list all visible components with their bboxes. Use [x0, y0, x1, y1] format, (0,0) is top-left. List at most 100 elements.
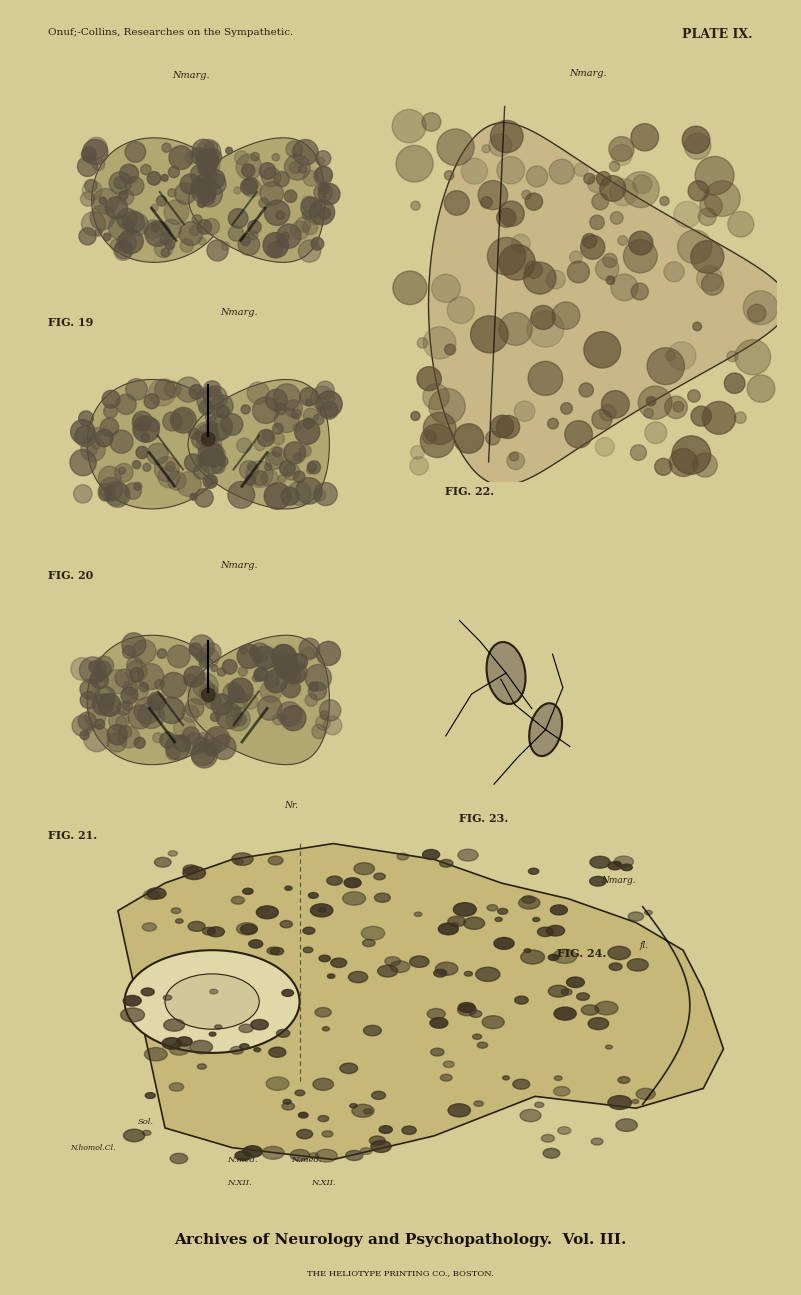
Circle shape	[647, 347, 685, 385]
Circle shape	[205, 381, 221, 396]
Circle shape	[577, 993, 590, 1000]
Circle shape	[411, 445, 425, 460]
Circle shape	[526, 166, 548, 186]
Circle shape	[281, 232, 289, 240]
Circle shape	[215, 702, 242, 729]
Circle shape	[114, 241, 133, 260]
Circle shape	[116, 233, 136, 253]
Circle shape	[665, 351, 675, 360]
Ellipse shape	[529, 703, 562, 756]
Circle shape	[550, 905, 567, 914]
Circle shape	[159, 697, 185, 724]
Circle shape	[307, 467, 314, 474]
Circle shape	[99, 466, 121, 490]
Circle shape	[147, 693, 165, 710]
Polygon shape	[91, 137, 227, 263]
Circle shape	[301, 197, 322, 218]
Circle shape	[91, 672, 108, 689]
Circle shape	[276, 238, 284, 247]
Circle shape	[311, 386, 335, 411]
Circle shape	[498, 201, 525, 227]
Circle shape	[149, 694, 164, 710]
Circle shape	[268, 856, 283, 865]
Circle shape	[630, 444, 646, 461]
Circle shape	[143, 422, 151, 431]
Circle shape	[618, 1076, 630, 1084]
Circle shape	[305, 664, 332, 690]
Circle shape	[682, 126, 710, 154]
Circle shape	[282, 989, 293, 996]
Circle shape	[670, 448, 698, 477]
Circle shape	[180, 174, 200, 194]
Circle shape	[126, 660, 147, 681]
Circle shape	[421, 423, 454, 457]
Text: FIG. 23.: FIG. 23.	[459, 813, 508, 824]
Circle shape	[458, 850, 478, 861]
Circle shape	[174, 717, 195, 739]
Circle shape	[190, 1040, 212, 1054]
Circle shape	[115, 241, 133, 259]
Circle shape	[664, 262, 684, 282]
Circle shape	[239, 1024, 253, 1032]
Circle shape	[521, 190, 531, 199]
Circle shape	[201, 642, 221, 663]
Circle shape	[557, 1127, 571, 1134]
Circle shape	[143, 220, 163, 238]
Circle shape	[747, 374, 775, 403]
Circle shape	[632, 1099, 639, 1103]
Circle shape	[158, 466, 179, 488]
Circle shape	[192, 180, 205, 193]
Circle shape	[132, 461, 141, 469]
Circle shape	[92, 694, 114, 715]
Circle shape	[138, 421, 147, 430]
Circle shape	[162, 1037, 182, 1049]
Circle shape	[440, 860, 453, 868]
Circle shape	[189, 635, 214, 659]
Text: FIG. 24.: FIG. 24.	[557, 948, 606, 958]
Circle shape	[319, 956, 330, 962]
Circle shape	[99, 197, 107, 205]
Circle shape	[316, 391, 342, 417]
Circle shape	[565, 421, 593, 448]
Circle shape	[121, 1008, 144, 1022]
Ellipse shape	[486, 642, 525, 704]
Circle shape	[308, 461, 320, 474]
Circle shape	[361, 926, 384, 940]
Text: Nmarg.: Nmarg.	[569, 69, 606, 78]
Circle shape	[192, 140, 215, 162]
Circle shape	[645, 910, 652, 914]
Circle shape	[423, 383, 449, 409]
Circle shape	[316, 715, 330, 730]
Circle shape	[169, 1044, 189, 1055]
Circle shape	[126, 378, 147, 400]
Circle shape	[602, 391, 630, 418]
Circle shape	[308, 462, 317, 471]
Circle shape	[199, 684, 218, 703]
Circle shape	[684, 133, 710, 159]
Circle shape	[153, 733, 163, 743]
Circle shape	[278, 475, 286, 483]
Circle shape	[252, 675, 260, 682]
Circle shape	[201, 442, 223, 465]
Circle shape	[180, 238, 194, 253]
Circle shape	[590, 877, 606, 886]
Circle shape	[590, 856, 610, 868]
Circle shape	[130, 681, 148, 701]
Circle shape	[162, 144, 171, 153]
Circle shape	[308, 211, 322, 224]
Circle shape	[202, 433, 215, 445]
Circle shape	[533, 917, 540, 922]
Circle shape	[227, 690, 248, 710]
Circle shape	[611, 275, 638, 300]
Circle shape	[169, 146, 193, 170]
Circle shape	[308, 892, 318, 899]
Circle shape	[196, 140, 221, 163]
Circle shape	[119, 164, 139, 184]
Circle shape	[315, 1008, 331, 1017]
Circle shape	[117, 702, 131, 715]
Circle shape	[320, 711, 328, 719]
Circle shape	[411, 201, 421, 210]
Circle shape	[155, 240, 173, 258]
Circle shape	[667, 342, 696, 370]
Circle shape	[417, 338, 428, 348]
